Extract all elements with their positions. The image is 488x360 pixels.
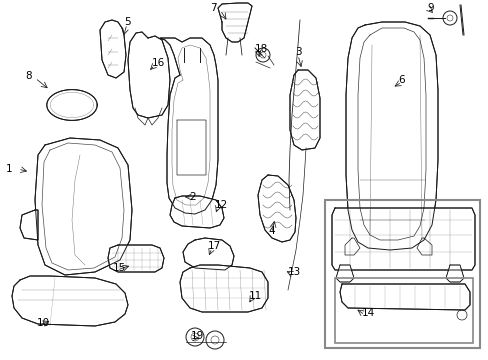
Polygon shape xyxy=(331,208,474,270)
Circle shape xyxy=(256,48,269,62)
Text: 5: 5 xyxy=(124,17,130,27)
Text: 15: 15 xyxy=(113,263,126,273)
Circle shape xyxy=(185,328,203,346)
Polygon shape xyxy=(218,3,251,42)
Circle shape xyxy=(147,50,157,60)
Text: 4: 4 xyxy=(267,226,274,236)
Text: 14: 14 xyxy=(361,308,374,318)
Text: 1: 1 xyxy=(5,164,12,174)
Polygon shape xyxy=(177,120,205,175)
Text: 17: 17 xyxy=(207,241,221,251)
Text: 10: 10 xyxy=(37,318,50,328)
Circle shape xyxy=(191,333,199,341)
Text: 13: 13 xyxy=(287,267,301,277)
Polygon shape xyxy=(346,22,437,250)
Text: 6: 6 xyxy=(397,75,404,85)
Bar xyxy=(334,278,472,343)
Polygon shape xyxy=(335,265,353,282)
Circle shape xyxy=(205,331,224,349)
Polygon shape xyxy=(128,32,170,118)
Polygon shape xyxy=(100,20,126,78)
Circle shape xyxy=(260,52,265,58)
Text: 12: 12 xyxy=(215,200,228,210)
Text: 3: 3 xyxy=(294,47,301,57)
Text: 7: 7 xyxy=(210,3,217,13)
Circle shape xyxy=(147,85,157,95)
Text: 2: 2 xyxy=(189,192,195,202)
Bar xyxy=(325,200,479,348)
Circle shape xyxy=(446,15,452,21)
Circle shape xyxy=(442,11,456,25)
Polygon shape xyxy=(20,210,38,240)
Text: 16: 16 xyxy=(152,58,165,68)
Polygon shape xyxy=(108,245,163,272)
Text: 8: 8 xyxy=(25,71,32,81)
Text: 9: 9 xyxy=(426,3,433,13)
Polygon shape xyxy=(416,238,431,255)
Polygon shape xyxy=(339,284,469,310)
Polygon shape xyxy=(12,276,128,326)
Circle shape xyxy=(184,135,195,145)
Circle shape xyxy=(456,310,466,320)
Circle shape xyxy=(147,67,157,77)
Circle shape xyxy=(210,336,219,344)
Polygon shape xyxy=(47,90,97,120)
Circle shape xyxy=(184,110,195,120)
Polygon shape xyxy=(35,138,132,275)
Polygon shape xyxy=(183,238,234,270)
Polygon shape xyxy=(160,38,218,214)
Text: 11: 11 xyxy=(248,291,262,301)
Text: 19: 19 xyxy=(191,331,204,341)
Polygon shape xyxy=(445,265,463,282)
Polygon shape xyxy=(258,175,295,242)
Polygon shape xyxy=(180,265,267,312)
Polygon shape xyxy=(170,196,224,228)
Polygon shape xyxy=(345,238,359,255)
Polygon shape xyxy=(289,70,319,150)
Text: 18: 18 xyxy=(254,44,268,54)
